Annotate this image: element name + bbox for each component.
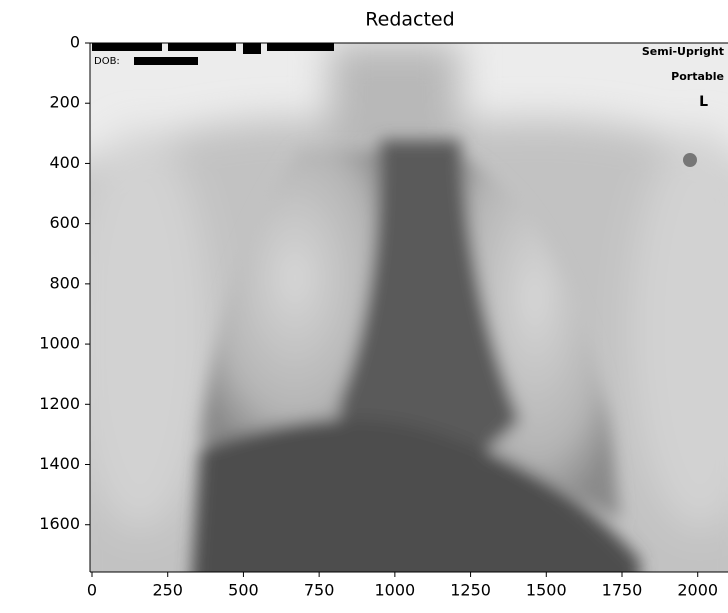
annotation: Semi-Upright [642, 45, 724, 58]
x-tick-label: 250 [152, 581, 183, 600]
y-tick-label: 400 [49, 153, 80, 172]
y-tick-label: 1600 [39, 514, 80, 533]
chart-title: Redacted [365, 9, 454, 31]
annotation: DOB: [94, 56, 120, 67]
y-tick-label: 1200 [39, 394, 80, 413]
y-tick-label: 600 [49, 213, 80, 232]
y-tick-label: 1400 [39, 454, 80, 473]
xray-image: DOB: Semi-Upright Portable L [90, 43, 728, 572]
x-tick-label: 1250 [450, 581, 491, 600]
x-tick-label: 1000 [374, 581, 415, 600]
x-tick-label: 1500 [526, 581, 567, 600]
x-tick-label: 0 [87, 581, 97, 600]
y-tick-label: 1000 [39, 334, 80, 353]
y-tick-label: 800 [49, 273, 80, 292]
annotation: L [699, 94, 708, 110]
x-tick-label: 500 [228, 581, 259, 600]
y-tick-label: 0 [70, 33, 80, 52]
x-tick-label: 1750 [602, 581, 643, 600]
y-tick-label: 200 [49, 93, 80, 112]
x-tick-label: 2000 [677, 581, 718, 600]
annotation: Portable [671, 70, 724, 83]
x-tick-label: 750 [304, 581, 335, 600]
